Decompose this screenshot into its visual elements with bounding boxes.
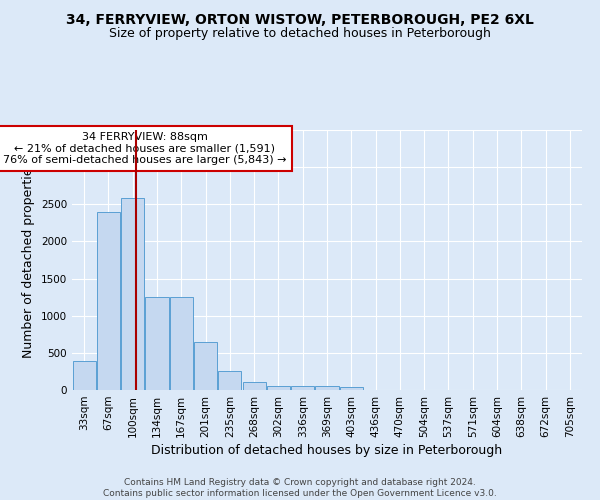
Bar (291, 386, 314, 390)
Bar (316, 386, 338, 390)
Bar (218, 372, 241, 390)
Bar (340, 388, 363, 390)
Bar (242, 382, 266, 390)
Text: Size of property relative to detached houses in Peterborough: Size of property relative to detached ho… (109, 28, 491, 40)
Bar (121, 198, 144, 390)
Text: 34 FERRYVIEW: 88sqm
← 21% of detached houses are smaller (1,591)
76% of semi-det: 34 FERRYVIEW: 88sqm ← 21% of detached ho… (3, 132, 287, 165)
Bar (97, 212, 120, 390)
Bar (267, 386, 290, 390)
Bar (170, 297, 193, 390)
Bar (194, 342, 217, 390)
Bar (73, 361, 95, 390)
X-axis label: Distribution of detached houses by size in Peterborough: Distribution of detached houses by size … (151, 444, 503, 457)
Text: Contains HM Land Registry data © Crown copyright and database right 2024.
Contai: Contains HM Land Registry data © Crown c… (103, 478, 497, 498)
Bar (145, 297, 169, 390)
Text: 34, FERRYVIEW, ORTON WISTOW, PETERBOROUGH, PE2 6XL: 34, FERRYVIEW, ORTON WISTOW, PETERBOROUG… (66, 12, 534, 26)
Y-axis label: Number of detached properties: Number of detached properties (22, 162, 35, 358)
